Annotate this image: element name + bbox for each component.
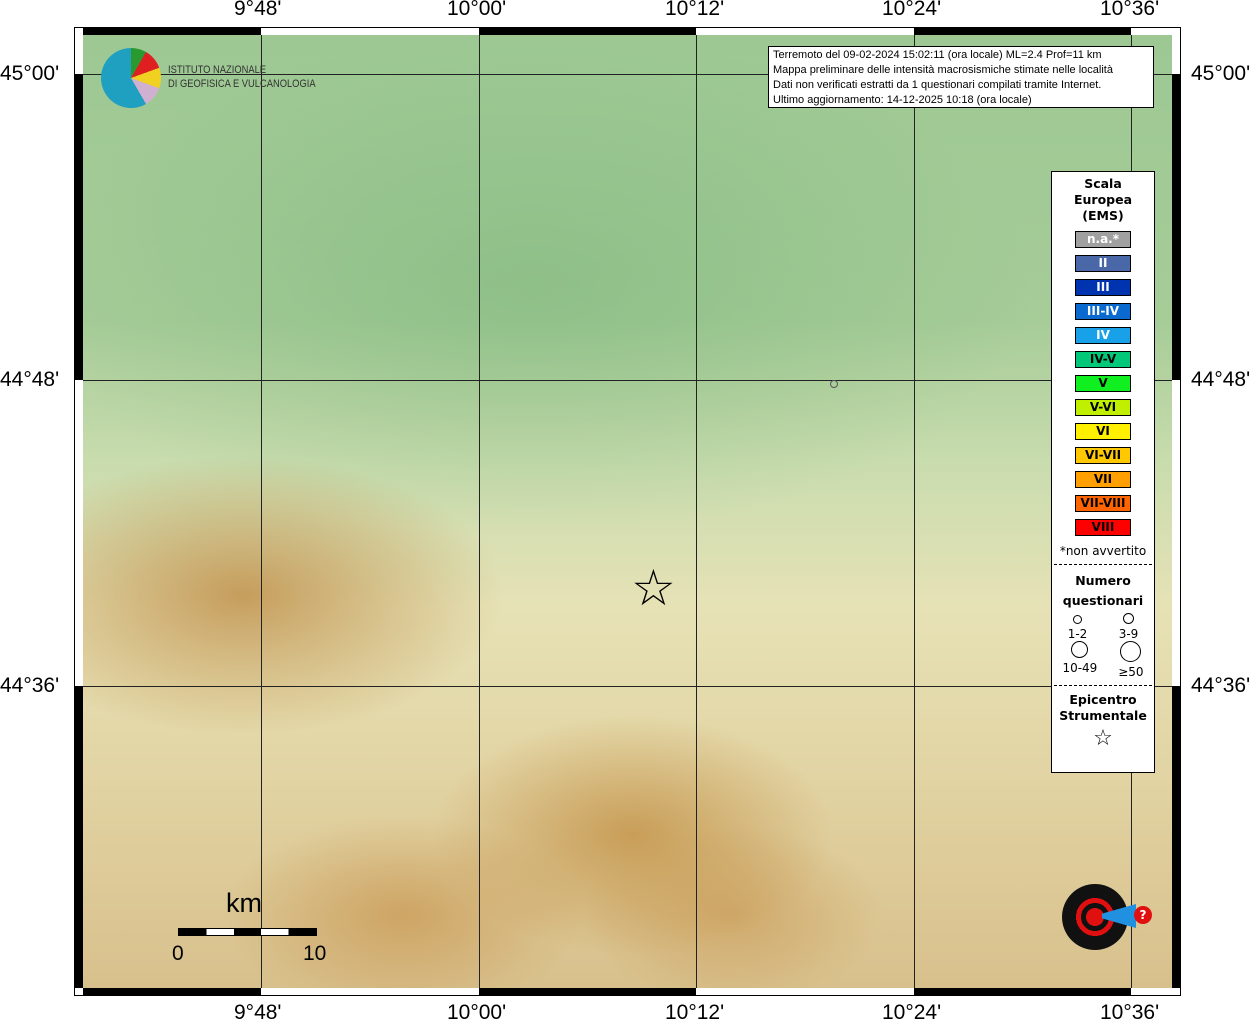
lon-label-bottom: 10°12' — [665, 1001, 725, 1024]
scale-bar: km 0 10 — [172, 888, 327, 965]
legend-swatch: III — [1075, 279, 1131, 296]
circle-small-icon — [1072, 615, 1082, 624]
legend-swatch: III-IV — [1075, 303, 1131, 320]
lon-label-top: 10°36' — [1100, 0, 1160, 20]
lon-label-top: 10°12' — [665, 0, 725, 20]
legend-swatch: VI-VII — [1075, 447, 1131, 464]
lon-label-bottom: 10°36' — [1100, 1001, 1160, 1024]
event-info-box: Terremoto del 09-02-2024 15:02:11 (ora l… — [768, 46, 1154, 108]
epicenter-star-icon[interactable]: ☆ — [631, 559, 676, 617]
legend-swatch: VI — [1075, 423, 1131, 440]
star-icon: ☆ — [1093, 726, 1113, 751]
legend-swatch: VII-VIII — [1075, 495, 1131, 512]
legend-swatch: n.a.* — [1075, 231, 1131, 248]
lat-label-right: 44°36' — [1191, 674, 1251, 697]
ingv-logo-text: ISTITUTO NAZIONALE DI GEOFISICA E VULCANO… — [168, 64, 316, 90]
circle-small-icon — [1122, 613, 1134, 624]
circle-large-icon — [1120, 641, 1142, 662]
locality-marker[interactable] — [830, 380, 838, 388]
ems-legend: Scala Europea (EMS) n.a.* II III III-IV IV IV-V… — [1051, 171, 1155, 773]
lat-label-left: 44°48' — [0, 368, 60, 391]
legend-swatch: IV-V — [1075, 351, 1131, 368]
legend-swatch: VIII — [1075, 519, 1131, 536]
legend-swatch: VII — [1075, 471, 1131, 488]
lat-label-right: 44°48' — [1191, 368, 1251, 391]
lon-label-bottom: 9°48' — [234, 1001, 282, 1024]
legend-note: *non avvertito — [1059, 544, 1147, 558]
legend-swatch: V — [1075, 375, 1131, 392]
haisentito-logo[interactable]: ? — [1040, 862, 1152, 972]
legend-swatch: II — [1075, 255, 1131, 272]
circle-medium-icon — [1071, 641, 1089, 658]
lat-label-left: 45°00' — [0, 62, 60, 85]
lon-label-top: 10°24' — [882, 0, 942, 20]
lon-label-top: 10°00' — [447, 0, 507, 20]
legend-swatch: IV — [1075, 327, 1131, 344]
terrain-map[interactable]: ☆ — [83, 35, 1172, 988]
lon-label-bottom: 10°24' — [882, 1001, 942, 1024]
ingv-globe-icon — [101, 48, 161, 108]
lat-label-right: 45°00' — [1191, 62, 1251, 85]
lon-label-bottom: 10°00' — [447, 1001, 507, 1024]
legend-swatch: V-VI — [1075, 399, 1131, 416]
lon-label-top: 9°48' — [234, 0, 282, 20]
lat-label-left: 44°36' — [0, 674, 60, 697]
